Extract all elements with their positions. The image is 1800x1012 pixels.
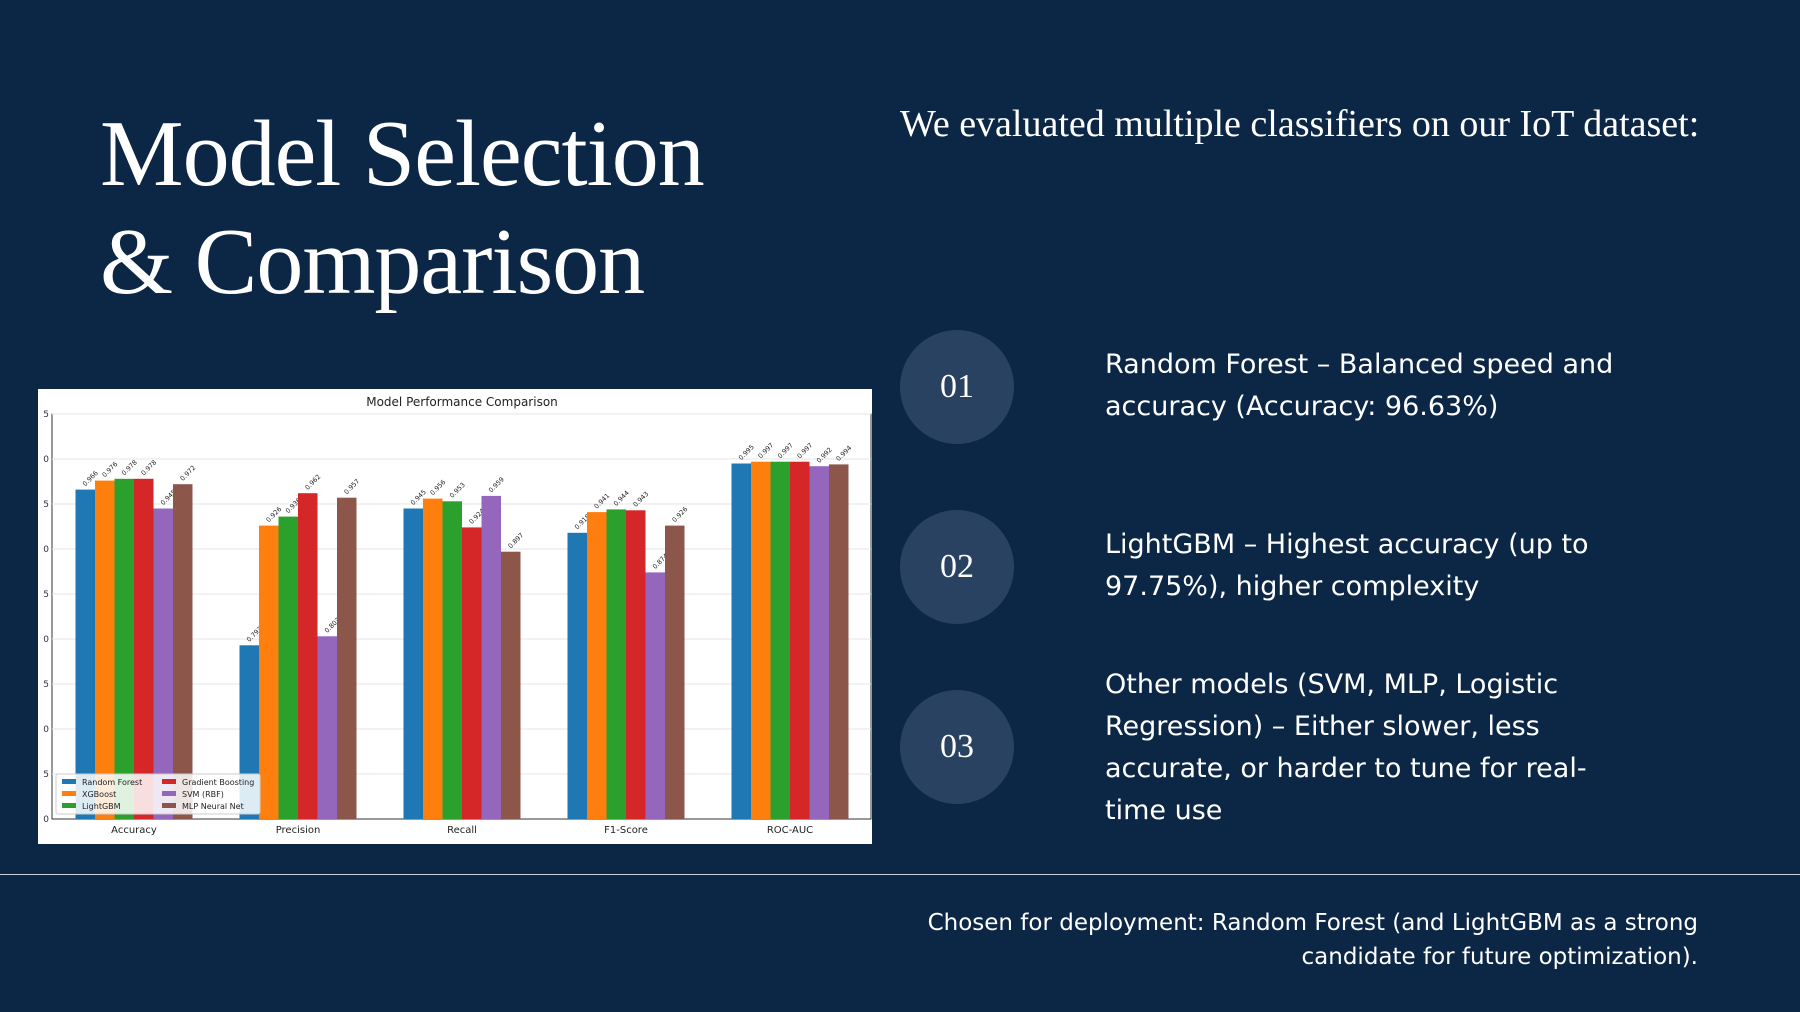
bar (645, 572, 665, 819)
bar (790, 461, 810, 819)
chart-title: Model Performance Comparison (366, 395, 558, 409)
bar (665, 525, 685, 819)
data-label: 0.926 (671, 505, 690, 524)
x-tick-label: F1-Score (604, 825, 648, 836)
bar (829, 464, 849, 819)
legend-swatch (162, 803, 176, 808)
data-label: 0.957 (343, 477, 362, 496)
item-text: Random Forest – Balanced speed and accur… (1105, 349, 1614, 422)
chart-svg: Model Performance Comparison 0 5 0 5 0 5 0 5 0 5 0.… (43, 395, 872, 836)
bar (770, 461, 790, 819)
legend-swatch (62, 791, 76, 796)
footer-line-1: Chosen for deployment: Random Forest (an… (927, 910, 1698, 936)
performance-chart: Model Performance Comparison 0 5 0 5 0 5 0 5 0 5 0.… (38, 389, 872, 844)
legend-box (55, 773, 261, 815)
footer-line-2: candidate for future optimization). (1301, 944, 1698, 970)
y-tick-label: 5 (43, 770, 49, 780)
data-label: 0.897 (507, 531, 526, 550)
bar (95, 480, 115, 819)
y-tick-label: 0 (43, 725, 49, 735)
bar (317, 636, 337, 819)
data-label: 0.943 (632, 490, 651, 509)
legend-swatch (62, 779, 76, 784)
bar (259, 525, 279, 819)
bar (134, 478, 154, 819)
y-tick-label: 0 (43, 455, 49, 465)
intro-text: We evaluated multiple classifiers on our… (900, 103, 1700, 145)
legend-swatch (162, 779, 176, 784)
legend-label: XGBoost (82, 790, 116, 799)
bar (337, 497, 357, 819)
item-number-badge: 02 (900, 510, 1014, 624)
x-tick-label: Accuracy (111, 825, 157, 836)
y-tick-label: 0 (43, 545, 49, 555)
data-label: 0.997 (796, 441, 815, 460)
y-tick-label: 0 (43, 635, 49, 645)
data-label: 0.962 (304, 473, 323, 492)
data-label: 0.978 (120, 458, 139, 477)
data-label: 0.956 (429, 478, 448, 497)
item-text: LightGBM – Highest accuracy (up to 97.75… (1105, 529, 1589, 602)
y-tick-label: 5 (43, 680, 49, 690)
bar (298, 493, 318, 819)
item-number-badge: 03 (900, 690, 1014, 804)
bar (442, 501, 462, 819)
bar (481, 495, 501, 819)
footer-divider (0, 874, 1800, 875)
bar (278, 516, 298, 819)
bar (114, 478, 134, 819)
x-tick-label: Recall (447, 825, 477, 836)
data-label: 0.997 (757, 441, 776, 460)
legend-label: SVM (RBF) (182, 790, 224, 799)
bar (462, 527, 482, 819)
legend-label: LightGBM (82, 802, 121, 811)
bar (403, 508, 423, 819)
bar (153, 508, 173, 819)
legend-label: Random Forest (82, 778, 142, 787)
legend-swatch (62, 803, 76, 808)
bar (587, 512, 607, 819)
x-tick-label: ROC-AUC (767, 825, 813, 836)
slide-title-line-1: Model Selection (100, 102, 705, 206)
data-label: 0.994 (835, 444, 854, 463)
bar (606, 509, 626, 819)
y-tick-label: 5 (43, 590, 49, 600)
item-text: Other models (SVM, MLP, Logistic Regress… (1105, 669, 1587, 826)
legend-label: Gradient Boosting (182, 778, 254, 787)
bar (75, 489, 95, 819)
legend-label: MLP Neural Net (182, 802, 244, 811)
y-tick-label: 5 (43, 500, 49, 510)
footer-note: Chosen for deployment: Random Forest (an… (838, 906, 1698, 974)
data-label: 0.959 (487, 475, 506, 494)
y-tick-label: 5 (43, 410, 49, 420)
data-label: 0.976 (101, 460, 120, 479)
data-label: 0.972 (179, 464, 198, 483)
bar (809, 466, 829, 819)
data-label: 0.992 (815, 446, 834, 465)
bar (173, 484, 193, 819)
y-tick-label: 0 (43, 815, 49, 825)
x-tick-label: Precision (276, 825, 321, 836)
bar (751, 461, 771, 819)
bar (501, 551, 521, 819)
bar (423, 498, 443, 819)
bar (626, 510, 646, 819)
data-label: 0.941 (593, 492, 612, 511)
bar (567, 532, 587, 819)
item-number-badge: 01 (900, 330, 1014, 444)
data-label: 0.978 (140, 458, 159, 477)
bar (731, 463, 751, 819)
slide-title: Model Selection & Comparison (100, 100, 820, 316)
data-label: 0.997 (776, 441, 795, 460)
legend-swatch (162, 791, 176, 796)
data-label: 0.953 (448, 481, 467, 500)
data-label: 0.944 (612, 489, 631, 508)
slide-title-line-2: & Comparison (100, 210, 645, 314)
